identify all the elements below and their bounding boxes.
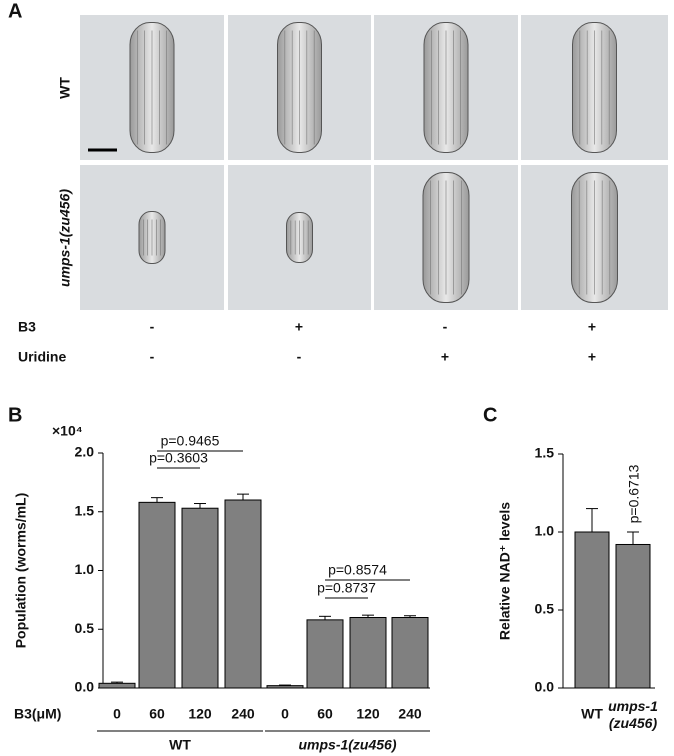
y-tick-label: 1.0 — [75, 561, 95, 577]
p-value: p=0.6713 — [626, 464, 642, 523]
panel-label: B — [8, 404, 22, 426]
y-tick-label: 0.5 — [535, 601, 555, 617]
x-tick-label: umps-1 (zu456) — [608, 698, 658, 731]
bar — [138, 501, 176, 689]
y-tick-label: 0.0 — [75, 679, 95, 695]
y-tick-label: 0.5 — [75, 620, 95, 636]
condition-label: B3 — [18, 319, 36, 335]
bar — [181, 507, 219, 689]
condition-value: + — [441, 349, 449, 365]
p-value: p=0.3603 — [149, 450, 208, 466]
condition-value: + — [588, 319, 596, 335]
bar — [266, 685, 304, 689]
y-tick-label: 1.5 — [75, 502, 95, 518]
x-tick-label: 0 — [113, 706, 121, 722]
row-label: WT — [57, 77, 73, 99]
p-value: p=0.9465 — [161, 433, 220, 449]
bar — [615, 543, 651, 689]
x-tick-label: 60 — [149, 706, 165, 722]
bar — [224, 499, 262, 689]
micrographs — [80, 15, 668, 310]
x-tick-label: 60 — [317, 706, 333, 722]
bar — [349, 617, 387, 689]
condition-value: + — [295, 319, 303, 335]
condition-value: - — [150, 319, 155, 335]
x-tick-label: 240 — [231, 706, 255, 722]
bar — [306, 619, 344, 689]
x-tick-label: 0 — [281, 706, 289, 722]
condition-value: - — [443, 319, 448, 335]
y-tick-label: 0.0 — [535, 679, 555, 695]
y-tick-label: 2.0 — [75, 444, 95, 460]
y-axis-label: Relative NAD⁺ levels — [497, 502, 513, 640]
p-value: p=0.8574 — [328, 562, 387, 578]
bar — [574, 531, 610, 689]
x-tick-label: 120 — [356, 706, 380, 722]
condition-label: Uridine — [18, 349, 66, 365]
condition-value: + — [588, 349, 596, 365]
bar — [391, 617, 429, 689]
p-value: p=0.8737 — [317, 580, 376, 596]
x-tick-label: 120 — [188, 706, 212, 722]
group-label: WT — [169, 737, 191, 753]
panel-label: C — [483, 404, 497, 426]
x-tick-label: WT — [581, 706, 603, 722]
panel-label: A — [8, 0, 22, 22]
y-tick-label: 1.5 — [535, 445, 555, 461]
x-axis-label: B3(μM) — [14, 706, 61, 722]
y-tick-label: 1.0 — [535, 523, 555, 539]
y-axis-label: Population (worms/mL) — [13, 493, 29, 649]
group-label: umps-1(zu456) — [298, 737, 396, 753]
x-tick-label: 240 — [398, 706, 422, 722]
bar — [98, 682, 136, 689]
condition-value: - — [150, 349, 155, 365]
y-multiplier: ×10⁴ — [52, 423, 83, 439]
condition-value: - — [297, 349, 302, 365]
row-label: umps-1(zu456) — [57, 189, 73, 287]
